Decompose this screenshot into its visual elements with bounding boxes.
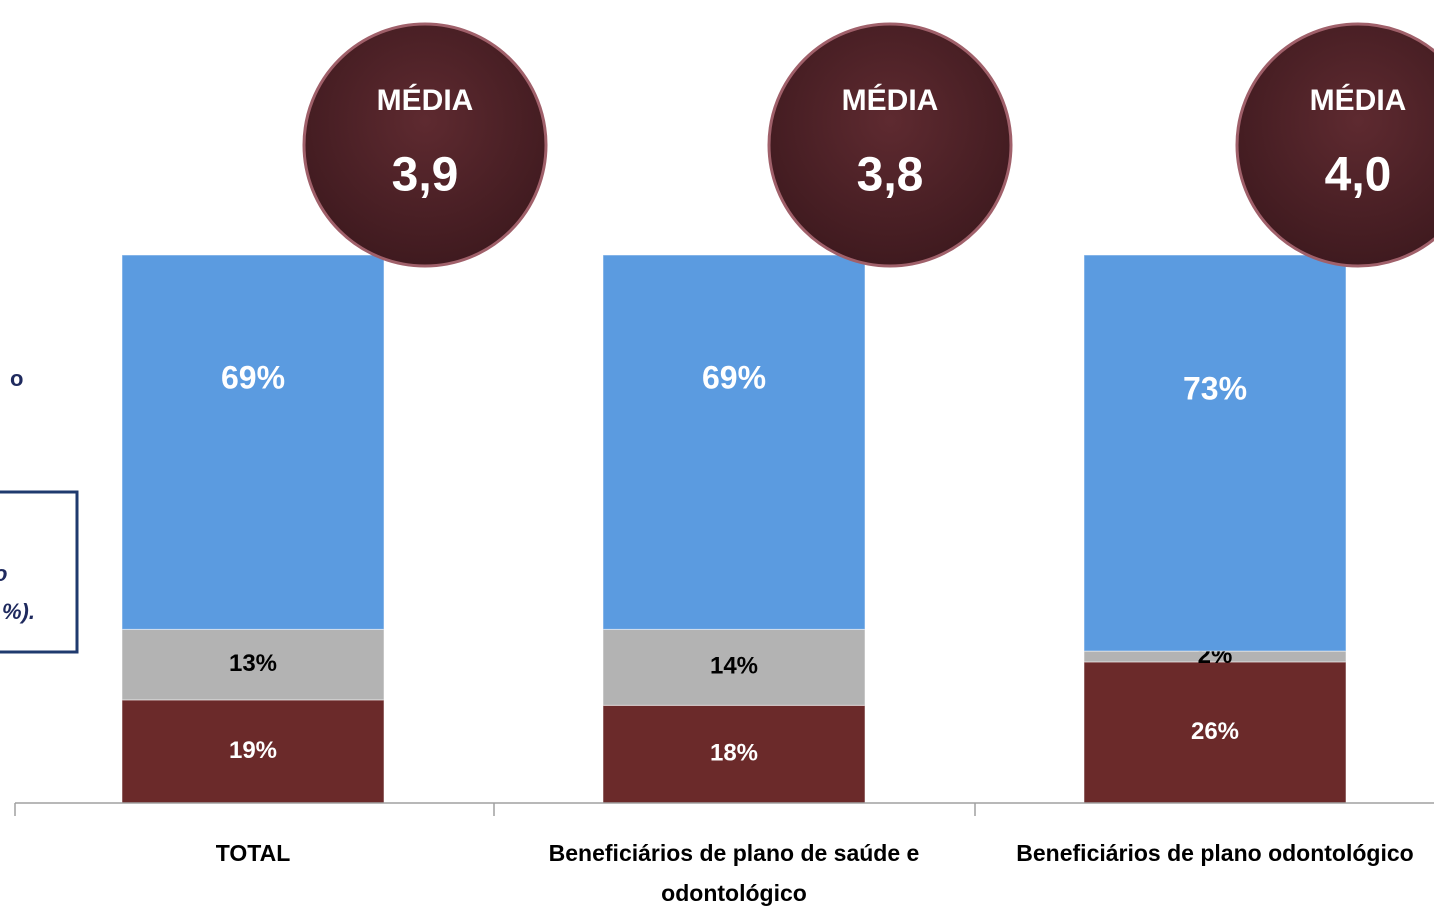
average-badge <box>1235 22 1434 268</box>
x-tick-label: Beneficiários de plano odontológico <box>1016 840 1413 866</box>
annotation-box <box>0 490 79 654</box>
average-value: 4,0 <box>1325 149 1392 202</box>
data-label: 14% <box>710 653 758 680</box>
bar-segment <box>121 628 385 701</box>
data-label: 73% <box>1183 370 1247 406</box>
bar-segment <box>1083 661 1347 804</box>
average-title: MÉDIA <box>842 83 939 117</box>
x-tick-label: Beneficiários de plano de saúde e odontol… <box>549 840 920 906</box>
average-value: 3,9 <box>392 149 459 202</box>
data-label: 13% <box>229 650 277 677</box>
annotation: %). <box>2 599 35 624</box>
average-value: 3,8 <box>857 149 924 202</box>
bar-segment <box>121 699 385 804</box>
x-tick-label: TOTAL <box>216 840 291 866</box>
bar-segment <box>602 628 866 706</box>
bar-segment <box>121 254 385 630</box>
data-label: 26% <box>1191 718 1239 745</box>
average-badge <box>767 22 1013 268</box>
data-label: 69% <box>702 360 766 396</box>
average-badge <box>302 22 548 268</box>
annotation: o <box>10 366 23 391</box>
data-label: 19% <box>229 737 277 764</box>
average-title: MÉDIA <box>377 83 474 117</box>
bar-segment <box>1083 254 1347 652</box>
annotation: o <box>0 561 7 586</box>
data-label: 18% <box>710 740 758 767</box>
data-label: 69% <box>221 360 285 396</box>
bar-segment <box>602 254 866 630</box>
average-title: MÉDIA <box>1310 83 1407 117</box>
